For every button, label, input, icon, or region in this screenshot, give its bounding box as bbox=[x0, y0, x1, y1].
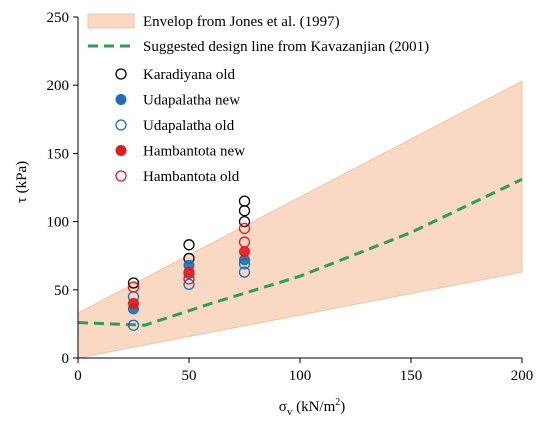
y-axis-title: τ (kPa) bbox=[14, 161, 30, 203]
legend-marker bbox=[115, 170, 127, 182]
data-point bbox=[127, 277, 140, 289]
legend-marker bbox=[115, 94, 127, 105]
x-tick-label: 150 bbox=[400, 368, 423, 384]
data-point bbox=[238, 258, 251, 270]
y-tick-label: 50 bbox=[54, 283, 69, 299]
legend-marker bbox=[115, 119, 127, 131]
data-marks bbox=[127, 195, 251, 331]
y-tick-label: 100 bbox=[47, 215, 70, 231]
y-tick-label: 250 bbox=[47, 10, 70, 26]
data-point bbox=[127, 319, 140, 331]
legend-swatch-envelope bbox=[87, 13, 135, 29]
legend-label: Hambantota old bbox=[143, 169, 240, 185]
legend-label: Hambantota new bbox=[143, 144, 245, 160]
legend: Envelop from Jones et al. (1997) Suggeste… bbox=[87, 13, 429, 185]
y-tick-label: 150 bbox=[47, 146, 70, 162]
data-point bbox=[238, 236, 251, 248]
axes: 0 50 100 150 200 250 0 50 100 150 200 bbox=[47, 10, 534, 384]
x-tick-label: 50 bbox=[182, 368, 197, 384]
data-point bbox=[183, 239, 195, 251]
data-point bbox=[238, 266, 251, 278]
legend-marker bbox=[115, 68, 127, 80]
x-axis-title: σv (kN/m2) bbox=[279, 397, 346, 418]
data-point bbox=[238, 195, 251, 207]
x-tick-label: 200 bbox=[511, 368, 534, 384]
legend-label: Udapalatha old bbox=[143, 118, 235, 134]
y-tick-label: 0 bbox=[62, 351, 70, 367]
legend-label-envelope: Envelop from Jones et al. (1997) bbox=[143, 14, 340, 30]
design-line bbox=[77, 177, 523, 327]
data-point bbox=[238, 222, 251, 235]
y-tick-label: 200 bbox=[47, 78, 70, 94]
legend-marker bbox=[115, 145, 127, 156]
legend-label-design-line: Suggested design line from Kavazanjian (… bbox=[143, 39, 429, 55]
x-tick-label: 100 bbox=[289, 368, 312, 384]
data-point bbox=[239, 246, 250, 258]
data-point bbox=[238, 215, 251, 228]
data-point bbox=[238, 205, 251, 217]
x-tick-label: 0 bbox=[74, 368, 82, 384]
data-point bbox=[183, 278, 195, 290]
data-point bbox=[128, 297, 139, 309]
legend-label: Udapalatha new bbox=[143, 93, 240, 109]
data-point bbox=[127, 281, 140, 293]
legend-label: Karadiyana old bbox=[143, 67, 236, 83]
data-point bbox=[183, 273, 195, 285]
